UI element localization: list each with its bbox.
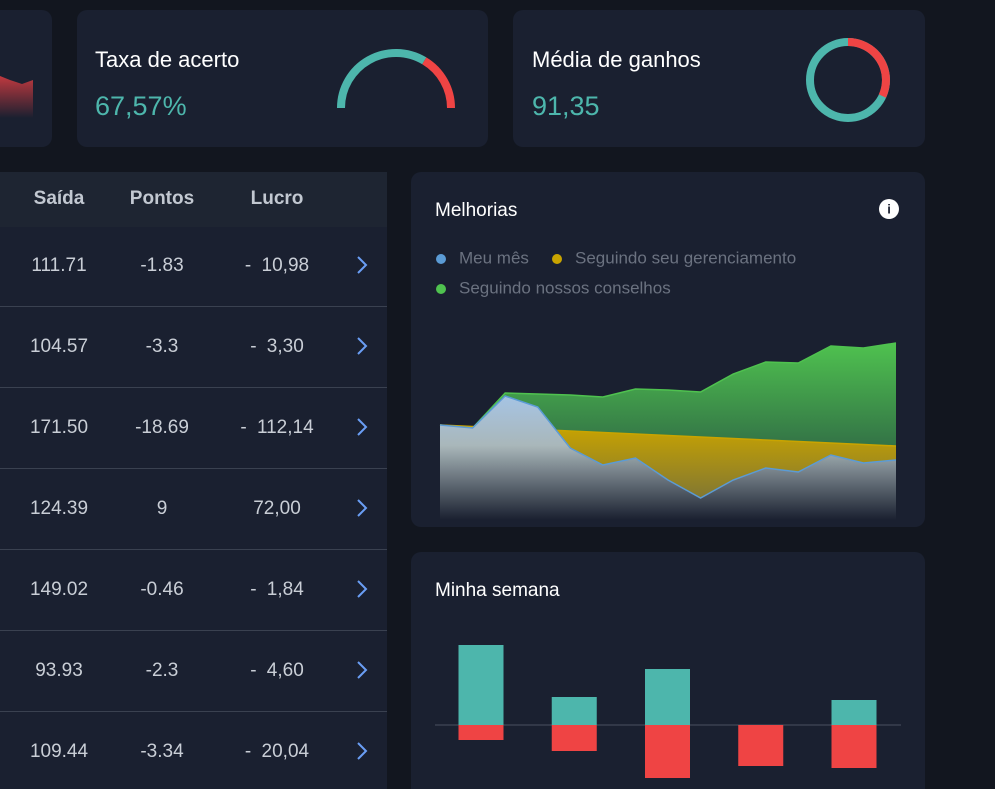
bar [458, 645, 504, 725]
table-cell: 93.93 [35, 660, 83, 681]
row-chevron[interactable] [357, 256, 368, 274]
donut [847, 38, 890, 98]
kpi-title: Taxa de acerto [95, 47, 239, 72]
row-chevron[interactable] [357, 661, 368, 679]
chart-title: Minha semana [435, 580, 560, 601]
card [0, 10, 52, 147]
legend-dot [436, 254, 446, 264]
table-cell: 149.02 [30, 579, 88, 600]
table-cell: -0.46 [140, 579, 183, 600]
bar [551, 725, 597, 751]
line [439, 395, 897, 499]
card [513, 10, 925, 147]
gauge [422, 57, 456, 109]
table-cell: -18.69 [135, 417, 189, 438]
bar [551, 697, 597, 725]
table-cell: -1.83 [140, 255, 183, 276]
legend-dot [552, 254, 562, 264]
kpi-value: 67,57% [95, 91, 187, 121]
gauge [337, 48, 427, 109]
table-cell: 171.50 [30, 417, 88, 438]
table-cell: - 1,84 [250, 579, 304, 600]
legend-label: Meu mês [459, 248, 529, 267]
table-cell: -3.3 [146, 336, 179, 357]
info-icon[interactable] [879, 199, 899, 219]
table-cell: - 3,30 [250, 336, 304, 357]
table-panel [0, 172, 387, 789]
table-cell: - 20,04 [245, 741, 310, 762]
bar [458, 725, 504, 740]
kpi-value: 91,35 [532, 91, 600, 121]
table-header [0, 172, 387, 227]
column-header: Lucro [251, 188, 304, 209]
row-chevron[interactable] [357, 499, 368, 517]
line [439, 342, 897, 429]
row-chevron[interactable] [357, 742, 368, 760]
table-cell: 9 [157, 498, 168, 519]
bar [738, 725, 784, 766]
table-cell: - 112,14 [240, 417, 314, 438]
table-cell: 109.44 [30, 741, 89, 762]
table-cell: - 10,98 [245, 255, 309, 276]
row-chevron[interactable] [357, 580, 368, 598]
info-icon: i [887, 201, 891, 216]
chart-title: Melhorias [435, 200, 517, 221]
legend-label: Seguindo seu gerenciamento [575, 248, 796, 267]
bar [645, 669, 690, 725]
table-cell: -2.3 [146, 660, 179, 681]
column-header: Pontos [130, 188, 194, 209]
table-cell: - 4,60 [250, 660, 304, 681]
table-cell: 72,00 [253, 498, 301, 519]
legend-label: Seguindo nossos conselhos [459, 278, 671, 297]
table-cell: 124.39 [30, 498, 88, 519]
table-cell: 111.71 [31, 255, 86, 276]
bar [831, 700, 877, 725]
row-chevron[interactable] [357, 337, 368, 355]
bar [831, 725, 877, 768]
row-chevron[interactable] [357, 418, 368, 436]
sparkline [0, 76, 33, 118]
bar [645, 725, 690, 778]
kpi-title: Média de ganhos [532, 47, 701, 72]
legend-dot [436, 284, 446, 294]
table-cell: 104.57 [30, 336, 88, 357]
card [77, 10, 488, 147]
column-header: Saída [34, 188, 85, 209]
area [440, 396, 896, 520]
table-cell: -3.34 [140, 741, 184, 762]
